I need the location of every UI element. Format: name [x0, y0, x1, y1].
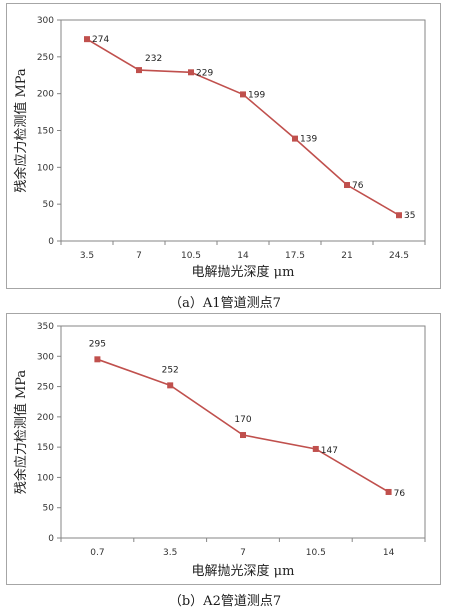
data-point: [240, 432, 246, 439]
x-tick-label: 3.5: [163, 548, 177, 558]
y-axis-title: 残余应力检测值 MPa: [13, 370, 29, 495]
x-tick-label: 21: [341, 251, 352, 261]
x-axis-title: 电解抛光深度 μm: [192, 264, 295, 280]
y-tick-label: 50: [43, 200, 55, 210]
data-label: 170: [234, 415, 251, 425]
x-axis-title: 电解抛光深度 μm: [192, 563, 295, 579]
y-tick-label: 0: [48, 534, 54, 544]
data-point: [312, 445, 319, 452]
x-tick-label: 10.5: [181, 251, 201, 261]
data-label: 76: [352, 181, 364, 191]
x-tick-label: 7: [240, 548, 246, 558]
data-label: 232: [145, 54, 162, 64]
y-tick-label: 150: [37, 127, 54, 137]
y-tick-label: 100: [37, 473, 54, 483]
chart-a-caption: （a）A1管道测点7: [169, 296, 281, 311]
data-label: 35: [404, 211, 415, 221]
x-tick-label: 0.7: [90, 548, 104, 558]
x-tick-label: 24.5: [389, 251, 409, 261]
data-point: [167, 382, 174, 389]
x-tick-label: 10.5: [306, 548, 326, 558]
data-point: [292, 135, 298, 142]
y-tick-label: 250: [37, 53, 54, 63]
y-tick-label: 150: [37, 443, 54, 453]
chart-b-frame: 0 50 100 150 200 250 300 350 0.7 3.5 7 10.5 14 295 252…: [6, 313, 441, 585]
series-line: [97, 358, 390, 493]
data-point: [188, 69, 194, 76]
chart-b-caption: （b）A2管道测点7: [168, 594, 282, 609]
chart-a-frame: 0 50 100 150 200 250 300 3.5 7 10.5 14 17.5 21 24.5 27…: [6, 3, 441, 289]
data-point: [240, 91, 246, 98]
data-point: [84, 36, 90, 43]
y-axis-title: 残余应力检测值 MPa: [13, 68, 29, 193]
data-label: 274: [92, 35, 109, 45]
x-tick-label: 17.5: [285, 251, 305, 261]
plot-area: [60, 325, 426, 539]
y-tick-label: 300: [37, 16, 54, 26]
y-tick-label: 100: [37, 163, 54, 173]
chart-b: 0 50 100 150 200 250 300 350 0.7 3.5 7 10.5 14 295 252…: [13, 322, 426, 579]
data-point: [94, 356, 101, 363]
data-label: 199: [248, 90, 265, 100]
y-tick-label: 0: [48, 237, 54, 247]
y-tick-label: 300: [37, 352, 54, 362]
data-point: [396, 212, 402, 219]
data-label: 252: [162, 365, 179, 375]
x-tick-label: 14: [237, 251, 249, 261]
y-tick-label: 200: [37, 90, 54, 100]
data-label: 139: [300, 135, 317, 145]
x-tick-label: 14: [383, 548, 395, 558]
chart-a: 0 50 100 150 200 250 300 3.5 7 10.5 14 17.5 21 24.5 27…: [13, 16, 426, 280]
data-label: 147: [321, 446, 338, 456]
plot-area: [60, 19, 426, 242]
y-tick-label: 50: [43, 504, 55, 514]
x-tick-label: 7: [136, 251, 142, 261]
data-point: [385, 488, 392, 495]
x-tick-label: 3.5: [80, 251, 94, 261]
y-tick-label: 350: [37, 322, 54, 332]
data-label: 229: [196, 68, 213, 78]
data-point: [136, 67, 142, 74]
data-point: [344, 182, 350, 189]
data-label: 295: [89, 339, 106, 349]
y-tick-label: 250: [37, 383, 54, 393]
y-tick-label: 200: [37, 413, 54, 423]
data-label: 76: [394, 489, 406, 499]
